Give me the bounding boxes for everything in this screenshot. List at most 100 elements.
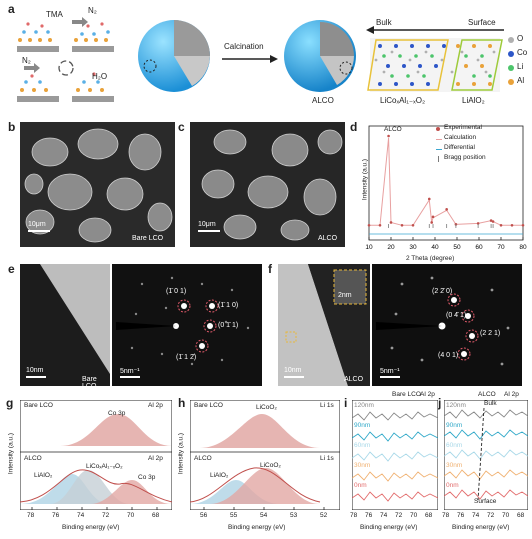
g-bottom-right: Al 2p xyxy=(148,455,163,462)
xrd-experimental-point xyxy=(427,197,431,201)
xrd-experimental-point xyxy=(367,224,371,227)
saed-spot-1-alco: (2 2̄ 0) xyxy=(432,288,453,295)
sem-scale-label-alco: 10μm xyxy=(198,221,216,228)
saed-spot-4-bare: (1̄ 1 2̄) xyxy=(176,354,197,361)
xrd-x-tick-label: 60 xyxy=(475,244,483,251)
sem-scale-bar-bare xyxy=(28,230,50,232)
tem-image-bare-lco: 10nm Bare LCO xyxy=(20,264,110,386)
saed-scale-label-alco: 5nm⁻¹ xyxy=(380,368,400,375)
panel-i-label: i xyxy=(344,396,348,410)
surface-label: Surface xyxy=(468,18,496,27)
panel-f-label: f xyxy=(268,262,272,276)
xrd-experimental-point xyxy=(499,224,503,227)
tem-tag-bare: Bare LCO xyxy=(82,376,97,386)
j-depth-90: 90nm xyxy=(446,422,463,429)
h-top-right: Li 1s xyxy=(320,402,334,409)
calcination-label: Calcination xyxy=(224,42,264,51)
tem-image-alco: 2nm 10nm ALCO xyxy=(278,264,370,386)
calcination-arrow xyxy=(222,55,278,63)
saed-dots-bare xyxy=(116,276,250,366)
tem-inset-scale-alco: 2nm xyxy=(338,292,352,299)
xrd-experimental-point xyxy=(378,224,382,227)
i-tag: Bare LCO xyxy=(392,391,421,398)
panel-c-label: c xyxy=(178,120,185,134)
tma-label: TMA xyxy=(46,10,63,19)
panel-a-label: a xyxy=(8,2,15,16)
sem-scale-label-bare: 10μm xyxy=(28,221,46,228)
tem-scale-label-alco: 10nm xyxy=(284,367,302,374)
atom-legend-co: Co xyxy=(508,48,532,62)
xrd-x-tick-label: 40 xyxy=(431,244,439,251)
xrd-xlabel: 2 Theta (degree) xyxy=(406,255,455,262)
panel-h-label: h xyxy=(178,396,186,410)
sem-particles-bare xyxy=(24,128,173,243)
panel-g-label: g xyxy=(6,396,14,410)
j-xlabel: Binding energy (eV) xyxy=(452,524,510,531)
g-peak-co3p: Co 3p xyxy=(138,474,156,481)
h-ylabel: Intensity (a.u.) xyxy=(177,432,185,475)
sem-scale-bar-alco xyxy=(198,230,220,232)
licoalo2-peak-g xyxy=(50,470,130,504)
g-top-peak: Co 3p xyxy=(108,410,126,417)
h-top-tag: Bare LCO xyxy=(194,402,223,409)
co3p-peak-alco xyxy=(90,480,172,504)
xrd-x-tick-label: 70 xyxy=(497,244,505,251)
xrd-legend-calculation: Calculation xyxy=(436,134,528,144)
tem-scale-label-bare: 10nm xyxy=(26,367,44,374)
saed-scale-bar-alco xyxy=(380,376,400,378)
sem-image-alco: 10μm ALCO xyxy=(190,122,345,247)
atom-legend-al: Al xyxy=(508,76,532,90)
saed-pattern-alco: (2 2̄ 0) (0 4̄ 1) (2 2 1) (4 0 1) 5nm⁻¹ xyxy=(372,264,522,386)
tem-scale-bar-bare xyxy=(26,376,46,378)
xrd-experimental-point xyxy=(430,221,433,224)
xrd-frame xyxy=(368,125,524,241)
saed-spot-1-bare: (1̄ 0 1) xyxy=(166,288,187,295)
i-depth-90: 90nm xyxy=(354,422,371,429)
g-xlabel: Binding energy (eV) xyxy=(62,524,120,531)
ald-schematic xyxy=(17,17,114,102)
tem-edge-bare xyxy=(20,264,110,386)
xrd-experimental-point xyxy=(387,134,390,138)
panel-j-label: j xyxy=(438,396,442,410)
co3p-peak-bare xyxy=(20,414,172,446)
xrd-x-tick-label: 50 xyxy=(453,244,461,251)
h-peak-licoo2: LiCoO₂ xyxy=(260,462,281,469)
h2o-label: H₂O xyxy=(92,72,108,81)
licoo2-peak-bare xyxy=(200,414,320,448)
i-xlabel: Binding energy (eV) xyxy=(360,524,418,531)
xrd-experimental-point xyxy=(400,224,404,227)
shift-guide-line xyxy=(477,407,485,501)
j-tag: ALCO xyxy=(478,391,496,398)
panel-e-label: e xyxy=(8,262,15,276)
saed-scale-label-bare: 5nm⁻¹ xyxy=(120,368,140,375)
surface-phase-label: LiAlO₂ xyxy=(462,96,485,105)
xrd-experimental-point xyxy=(489,219,493,222)
xps-depth-bare xyxy=(352,400,438,510)
lco-sphere xyxy=(138,20,210,92)
h-top-peak: LiCoO₂ xyxy=(256,404,277,411)
xrd-legend-bragg: Bragg position xyxy=(436,154,528,164)
xps-al2p-chart xyxy=(20,400,172,510)
j-depth-0: 0nm xyxy=(446,482,459,489)
j-right: Al 2p xyxy=(504,391,519,398)
xrd-x-tick-label: 20 xyxy=(387,244,395,251)
fit-envelope-h xyxy=(190,467,321,503)
g-bottom-tag: ALCO xyxy=(24,455,42,462)
tem-tag-alco: ALCO xyxy=(344,376,364,383)
saed-dots-alco xyxy=(376,276,510,366)
xrd-experimental-point xyxy=(521,224,525,227)
bulk-label: Bulk xyxy=(376,18,392,27)
alco-sphere-label: ALCO xyxy=(312,96,334,105)
n2-top-label: N₂ xyxy=(88,6,97,15)
h-bottom-right: Li 1s xyxy=(320,455,334,462)
tem-edge-alco xyxy=(278,264,370,386)
j-surface: Surface xyxy=(474,498,497,505)
sem-image-bare-lco: 10μm Bare LCO xyxy=(20,122,175,247)
panel-d-label: d xyxy=(350,120,358,134)
panel-b-label: b xyxy=(8,120,16,134)
bulk-phase-label: LiCoₓAl₁₋ₓO₂ xyxy=(380,96,426,105)
licoo2-peak-alco xyxy=(210,468,320,504)
xrd-legend: Experimental Calculation Differential Br… xyxy=(436,124,528,164)
j-bulk: Bulk xyxy=(484,400,497,407)
saed-spot-3-bare: (0 1̄ 1) xyxy=(218,322,239,329)
